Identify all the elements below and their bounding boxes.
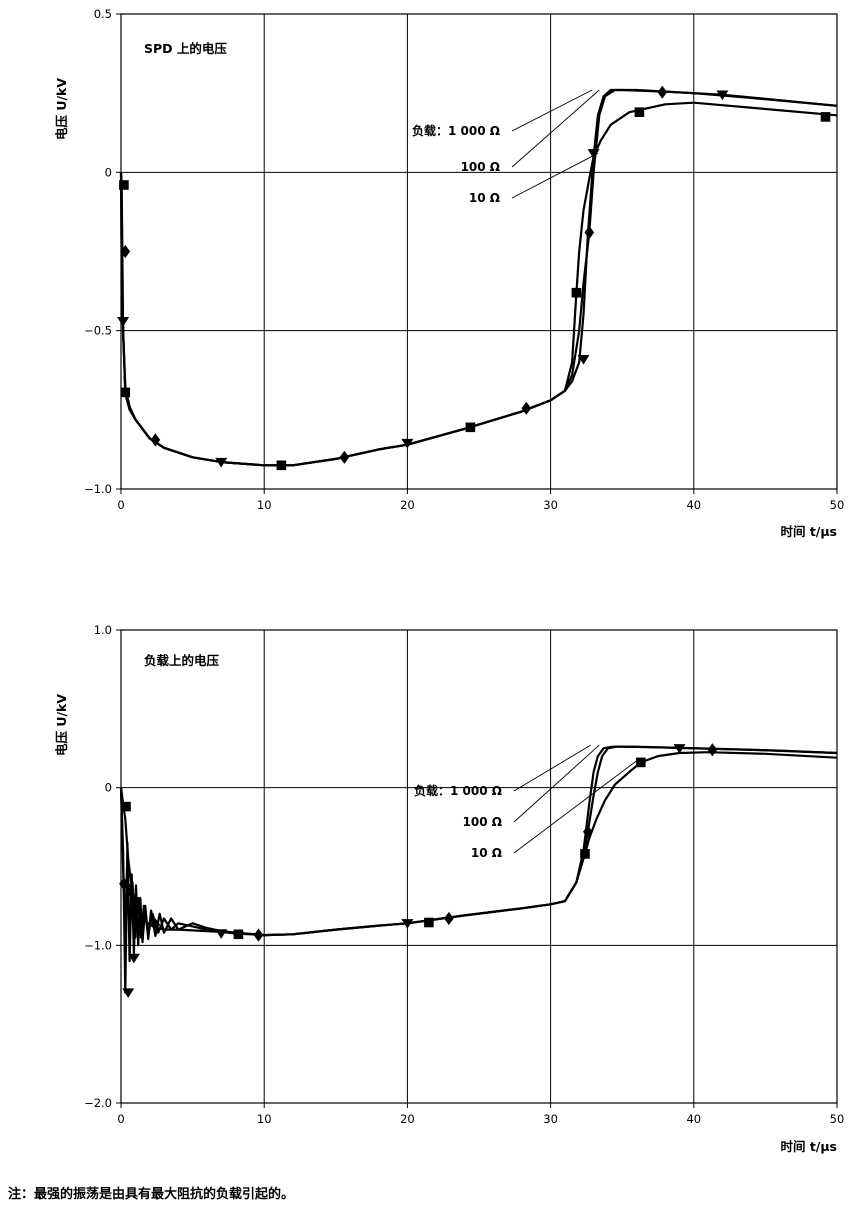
annotation-leader bbox=[511, 89, 600, 168]
x-tick-label: 10 bbox=[257, 498, 272, 512]
marker-square bbox=[465, 422, 476, 433]
marker-square bbox=[121, 801, 131, 812]
marker-triangle-down bbox=[127, 953, 140, 964]
marker-diamond bbox=[150, 433, 161, 447]
x-tick-label: 0 bbox=[117, 498, 124, 512]
x-tick-label: 30 bbox=[543, 1112, 558, 1126]
x-axis-label: 时间 t/μs bbox=[780, 524, 837, 539]
marker-diamond bbox=[339, 450, 350, 464]
marker-diamond bbox=[124, 883, 135, 897]
y-axis-label: 电压 U/kV bbox=[54, 694, 69, 756]
marker-square bbox=[636, 757, 646, 768]
marker-square bbox=[571, 287, 582, 298]
marker-triangle-down bbox=[577, 355, 590, 365]
x-axis-label: 时间 t/μs bbox=[780, 1139, 837, 1154]
marker-square bbox=[233, 929, 244, 940]
marker-triangle-down bbox=[716, 90, 729, 101]
marker-diamond bbox=[253, 928, 264, 942]
y-tick-label: −1.0 bbox=[84, 482, 112, 496]
y-tick-label: 0 bbox=[105, 781, 112, 795]
marker-diamond bbox=[119, 877, 129, 891]
plot-frame bbox=[120, 13, 838, 490]
annotation-leader bbox=[511, 89, 593, 132]
series-annotation: 负载：1 000 Ω bbox=[412, 123, 500, 138]
marker-diamond bbox=[584, 225, 595, 240]
series-annotation: 100 Ω bbox=[463, 815, 502, 829]
annotation-leader bbox=[513, 760, 637, 854]
marker-triangle-down bbox=[673, 744, 686, 754]
x-tick-label: 0 bbox=[117, 1112, 124, 1126]
marker-triangle-down bbox=[215, 457, 228, 468]
y-axis-label: 电压 U/kV bbox=[54, 78, 69, 140]
x-tick-label: 40 bbox=[686, 1112, 701, 1126]
y-tick-label: 0 bbox=[105, 165, 112, 179]
series-line-1 bbox=[119, 745, 838, 939]
chart-title: SPD 上的电压 bbox=[144, 41, 227, 56]
y-tick-label: −2.0 bbox=[84, 1096, 112, 1110]
marker-square bbox=[120, 387, 131, 398]
y-tick-label: −0.5 bbox=[84, 324, 112, 338]
marker-triangle-down bbox=[401, 438, 414, 449]
marker-square bbox=[119, 180, 129, 190]
series-annotation: 100 Ω bbox=[461, 160, 500, 174]
marker-triangle-down bbox=[117, 317, 130, 327]
y-tick-label: 0.5 bbox=[94, 7, 112, 21]
series-line-1 bbox=[119, 88, 838, 467]
marker-diamond bbox=[657, 85, 668, 99]
marker-diamond bbox=[707, 743, 718, 757]
figure-note: 注：最强的振荡是由具有最大阻抗的负载引起的。 bbox=[8, 1187, 295, 1202]
x-tick-label: 50 bbox=[830, 498, 845, 512]
annotation-leader bbox=[511, 152, 599, 199]
plot-frame bbox=[120, 629, 838, 1104]
annotation-leader bbox=[513, 744, 600, 823]
x-tick-label: 20 bbox=[400, 498, 415, 512]
series-annotation: 10 Ω bbox=[469, 191, 500, 205]
marker-square bbox=[276, 460, 287, 471]
y-tick-label: 1.0 bbox=[94, 623, 112, 637]
annotation-leader bbox=[513, 744, 591, 792]
marker-square bbox=[424, 917, 434, 928]
marker-triangle-down bbox=[122, 988, 135, 998]
x-tick-label: 10 bbox=[257, 1112, 272, 1126]
x-tick-label: 50 bbox=[830, 1112, 845, 1126]
marker-square bbox=[580, 849, 590, 859]
series-line-2 bbox=[119, 751, 838, 937]
marker-diamond bbox=[444, 911, 454, 926]
x-tick-label: 40 bbox=[686, 498, 701, 512]
y-tick-label: −1.0 bbox=[84, 938, 112, 952]
marker-diamond bbox=[583, 825, 593, 839]
marker-triangle-down bbox=[215, 929, 228, 939]
chart-title: 负载上的电压 bbox=[144, 653, 220, 668]
marker-triangle-down bbox=[401, 919, 414, 929]
series-annotation: 10 Ω bbox=[471, 846, 502, 860]
series-annotation: 负载：1 000 Ω bbox=[414, 783, 502, 798]
marker-square bbox=[820, 112, 831, 122]
marker-diamond bbox=[120, 244, 131, 259]
marker-diamond bbox=[150, 918, 161, 932]
marker-square bbox=[634, 107, 645, 117]
x-tick-label: 30 bbox=[543, 498, 558, 512]
marker-diamond bbox=[521, 401, 532, 415]
series-line-2 bbox=[119, 101, 838, 467]
marker-triangle-down bbox=[587, 149, 600, 159]
series-line-0 bbox=[119, 88, 838, 467]
x-tick-label: 20 bbox=[400, 1112, 415, 1126]
